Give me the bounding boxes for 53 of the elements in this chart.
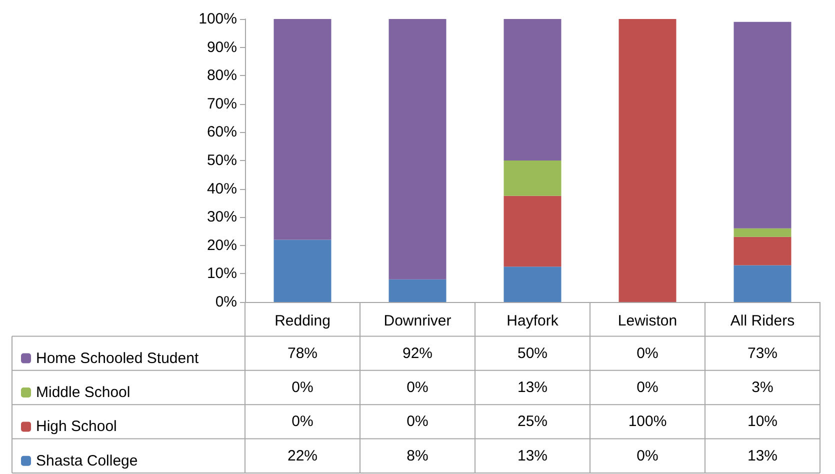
data-label: 0% (406, 379, 428, 396)
data-label: 0% (406, 413, 428, 430)
data-label: 0% (636, 344, 658, 362)
bar (504, 196, 562, 267)
data-label: 22% (287, 447, 318, 464)
y-tick-label: 50% (206, 152, 237, 169)
legend-label: Middle School (36, 384, 130, 401)
data-label: 8% (406, 447, 428, 464)
x-tick-label: Hayfork (506, 312, 559, 330)
x-tick-label: Lewiston (618, 312, 678, 330)
bar (504, 160, 562, 196)
bar (734, 265, 792, 302)
bar (734, 228, 792, 237)
y-tick-label: 0% (215, 294, 237, 310)
y-tick-label: 20% (206, 236, 237, 254)
data-label: 50% (517, 344, 548, 362)
x-tick-label: Redding (274, 312, 330, 330)
x-tick-label: All Riders (730, 312, 795, 330)
data-label: 10% (747, 413, 778, 430)
bar (274, 240, 332, 302)
x-tick-label: Downriver (384, 312, 452, 330)
data-label: 0% (636, 379, 658, 396)
data-label: 73% (747, 344, 778, 362)
data-label: 13% (517, 379, 548, 396)
bar (734, 236, 792, 266)
y-tick-label: 10% (206, 265, 237, 282)
legend-label: Home Schooled Student (36, 350, 200, 367)
bar (504, 266, 562, 302)
data-label: 100% (628, 413, 667, 430)
y-tick-label: 90% (206, 38, 237, 56)
y-tick-label: 30% (206, 208, 237, 226)
bar (274, 19, 332, 240)
bar (618, 19, 676, 302)
data-label: 25% (517, 413, 548, 430)
legend-label: High School (36, 418, 117, 436)
data-label: 78% (287, 344, 318, 362)
bar (388, 279, 446, 302)
data-label: 0% (636, 447, 658, 464)
data-label: 13% (747, 447, 778, 464)
y-tick-label: 80% (206, 67, 237, 84)
data-label: 92% (402, 344, 433, 362)
bar (504, 19, 562, 160)
y-tick-label: 100% (198, 10, 237, 28)
bar (388, 19, 446, 280)
data-label: 0% (292, 379, 314, 396)
y-tick-label: 60% (206, 124, 237, 141)
bar (734, 22, 792, 228)
data-label: 0% (292, 413, 314, 430)
data-label: 3% (752, 379, 774, 396)
y-tick-label: 70% (206, 95, 237, 112)
data-label: 13% (517, 447, 548, 464)
legend-label: Shasta College (36, 452, 138, 470)
y-tick-label: 40% (206, 180, 237, 198)
